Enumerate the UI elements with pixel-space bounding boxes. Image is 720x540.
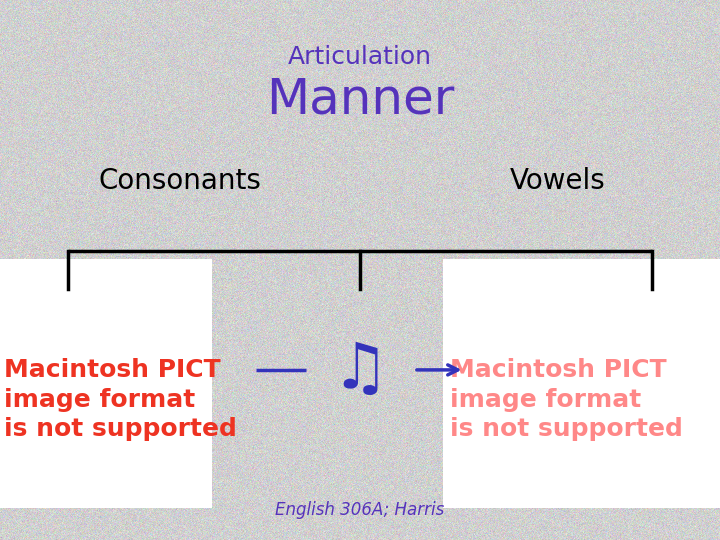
Text: Manner: Manner bbox=[266, 76, 454, 124]
Text: Articulation: Articulation bbox=[288, 45, 432, 69]
FancyBboxPatch shape bbox=[443, 259, 720, 508]
FancyBboxPatch shape bbox=[0, 259, 212, 508]
Text: Macintosh PICT
image format
is not supported: Macintosh PICT image format is not suppo… bbox=[4, 358, 236, 441]
Text: Macintosh PICT
image format
is not supported: Macintosh PICT image format is not suppo… bbox=[450, 358, 683, 441]
Text: English 306A; Harris: English 306A; Harris bbox=[275, 501, 445, 519]
Text: Vowels: Vowels bbox=[510, 167, 606, 195]
Text: ♫: ♫ bbox=[331, 339, 389, 401]
Text: Consonants: Consonants bbox=[99, 167, 261, 195]
